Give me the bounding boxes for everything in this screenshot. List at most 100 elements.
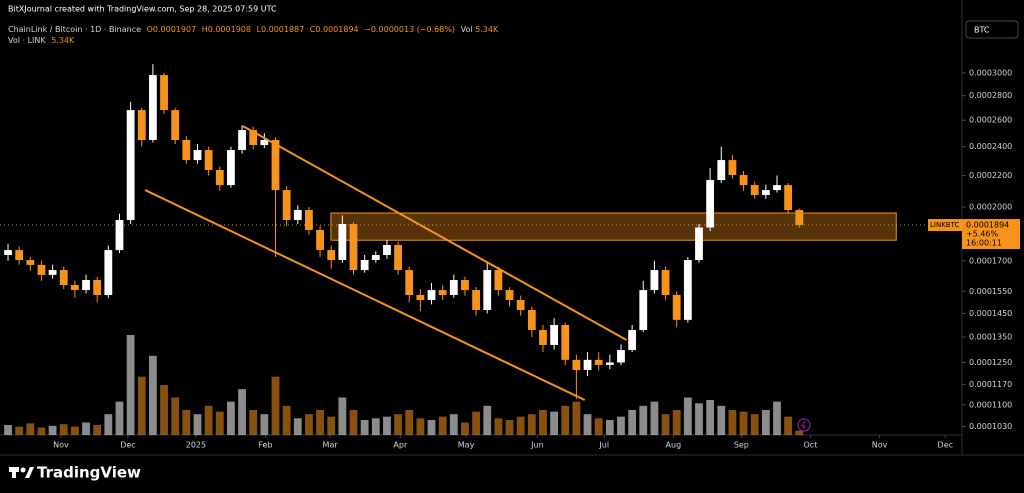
ticker-box	[928, 219, 962, 232]
candle-body	[672, 294, 681, 320]
candle-body	[761, 190, 770, 195]
x-tick-label: Dec	[120, 441, 135, 450]
logo-mark	[12, 467, 16, 478]
volume-bar	[293, 418, 302, 435]
candle-body	[461, 280, 469, 291]
y-tick-label: 0.0001350	[969, 333, 1012, 342]
event-bolt	[801, 420, 806, 430]
x-tick-label: Jul	[598, 441, 609, 450]
volume-bar	[160, 385, 168, 435]
volume-bar	[126, 335, 135, 435]
candle-body	[383, 245, 391, 255]
volume-bar	[271, 376, 280, 435]
candle-body	[594, 359, 603, 365]
candle-body	[605, 362, 614, 365]
volume-bar	[672, 410, 681, 435]
price-label: 0.0001894	[966, 221, 1009, 230]
volume-bar	[93, 425, 102, 435]
volume-bar	[605, 420, 614, 435]
volume-bar	[338, 397, 347, 435]
plot	[0, 64, 962, 435]
volume-bar	[238, 389, 246, 435]
candle-body	[160, 75, 168, 111]
candle-body	[494, 270, 503, 291]
volume-bar	[761, 410, 770, 435]
candle-body	[795, 210, 804, 226]
candle-body	[182, 140, 191, 161]
high: H0.0001908	[202, 25, 251, 34]
candle-body	[338, 223, 347, 261]
candle-body	[683, 260, 692, 320]
ticker-label: LINKBTC	[930, 221, 959, 229]
credit: BitXJournal created with TradingView.com…	[8, 5, 277, 14]
volume-legend: Vol · LINK 5.34K	[8, 36, 75, 45]
x-tick-label: Sep	[734, 441, 749, 450]
volume-bar	[483, 405, 492, 435]
x-tick-label: Jun	[530, 441, 544, 450]
candle-body	[639, 290, 648, 331]
x-tick-label: Dec	[938, 441, 953, 450]
volume-bar	[104, 414, 113, 435]
candle-body	[305, 210, 313, 230]
candle-body	[773, 185, 781, 191]
volume-bar	[249, 410, 258, 435]
vol-row: Vol · LINK	[8, 36, 46, 45]
volume-bar	[82, 422, 90, 435]
volume-bar	[717, 405, 726, 435]
candle-body	[438, 290, 447, 295]
y-tick-label: 0.0002800	[969, 91, 1012, 100]
candle-body	[706, 180, 715, 228]
y-tick-label: 0.0001700	[969, 256, 1012, 265]
volume-bar	[137, 376, 146, 435]
candle-body	[661, 270, 670, 295]
candle-body	[628, 330, 637, 351]
candle-body	[316, 229, 324, 251]
candle-body	[137, 110, 146, 141]
x-tick-label: Oct	[804, 441, 818, 450]
candle-body	[193, 150, 202, 161]
brand: TradingView	[37, 464, 141, 482]
volume-bar	[15, 426, 24, 435]
close: C0.0001894	[310, 25, 359, 34]
volume-bar	[795, 430, 804, 435]
candle-body	[695, 227, 703, 261]
candle-body	[550, 325, 559, 345]
candle-body	[93, 280, 102, 295]
candle-body	[394, 245, 402, 271]
y-tick-label: 0.0002000	[969, 203, 1012, 212]
y-tick-label: 0.0003000	[969, 68, 1012, 77]
candle-body	[483, 270, 492, 310]
volume-bar	[438, 416, 447, 435]
candle-body	[204, 150, 213, 170]
candle-body	[527, 309, 536, 331]
volume-bar	[594, 418, 603, 435]
candle-body	[227, 150, 235, 186]
volume-bar	[360, 420, 369, 435]
volume-bar	[639, 405, 648, 435]
x-tick-label: 2025	[186, 441, 206, 450]
y-tick-label: 0.0001030	[969, 422, 1012, 431]
channel-line	[242, 125, 628, 341]
volume-bar	[683, 397, 692, 435]
currency[interactable]: BTC	[974, 26, 990, 35]
symbol: ChainLink / Bitcoin · 1D · Binance	[8, 25, 141, 34]
volume-bar	[204, 405, 213, 435]
vol: 5.34K	[475, 25, 499, 34]
event-icon[interactable]	[797, 418, 811, 432]
logo-mark	[25, 467, 34, 478]
volume-bar	[461, 422, 469, 435]
candle-body	[516, 299, 525, 310]
volume-bar	[472, 411, 480, 435]
x-tick-label: Nov	[872, 441, 888, 450]
x-tick-label: May	[458, 441, 475, 450]
candle-body	[271, 140, 280, 191]
volume-bar	[516, 416, 525, 435]
channel-line	[144, 189, 586, 401]
legend: ChainLink / Bitcoin · 1D · Binance O0.00…	[8, 25, 499, 34]
volume-bar	[650, 401, 659, 435]
currency-button[interactable]	[965, 20, 1019, 39]
y-tick-label: 0.0001100	[969, 400, 1012, 409]
volume-bar	[305, 414, 313, 435]
